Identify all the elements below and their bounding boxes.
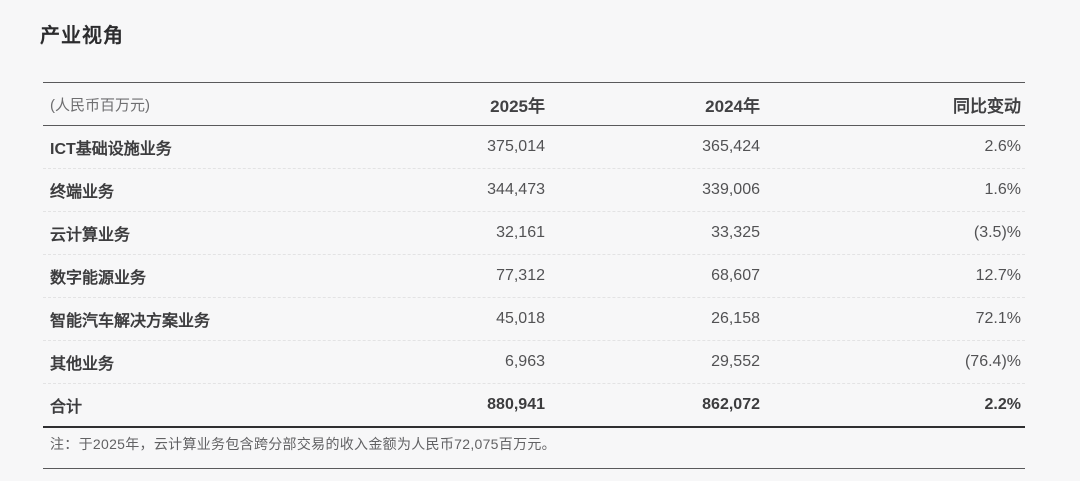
total-value-2024: 862,072: [702, 396, 760, 413]
segment-label: 数字能源业务: [50, 270, 147, 287]
value-2025: 45,018: [496, 310, 545, 327]
value-2024: 33,325: [711, 224, 760, 241]
value-yoy-change: 1.6%: [984, 181, 1021, 198]
segment-table: (人民币百万元) 2025年 2024年 同比变动 ICT基础设施业务 375,…: [43, 82, 1025, 428]
column-header-2024: 2024年: [705, 96, 760, 116]
value-yoy-change: (76.4)%: [964, 353, 1021, 370]
segment-label: 智能汽车解决方案业务: [50, 313, 211, 330]
table-row: 云计算业务 32,161 33,325 (3.5)%: [43, 211, 1025, 254]
segment-label: 云计算业务: [50, 227, 131, 244]
column-header-2025: 2025年: [490, 96, 545, 116]
value-2024: 339,006: [702, 181, 760, 198]
value-2024: 26,158: [711, 310, 760, 327]
value-yoy-change: 12.7%: [975, 267, 1021, 284]
value-yoy-change: 72.1%: [975, 310, 1021, 327]
footnote-section: 注：于2025年，云计算业务包含跨分部交易的收入金额为人民币72,075百万元。: [43, 421, 1025, 469]
value-2025: 6,963: [504, 353, 545, 370]
segment-label: 其他业务: [50, 356, 115, 373]
value-2024: 68,607: [711, 267, 760, 284]
value-2024: 29,552: [711, 353, 760, 370]
value-yoy-change: 2.6%: [984, 138, 1021, 155]
table-row: 数字能源业务 77,312 68,607 12.7%: [43, 254, 1025, 297]
total-value-yoy-change: 2.2%: [984, 396, 1021, 413]
value-2025: 344,473: [487, 181, 545, 198]
segment-label: 终端业务: [50, 184, 115, 201]
table-row: 终端业务 344,473 339,006 1.6%: [43, 168, 1025, 211]
footnote-text: 注：于2025年，云计算业务包含跨分部交易的收入金额为人民币72,075百万元。: [50, 436, 556, 452]
value-2025: 77,312: [496, 267, 545, 284]
table-row: ICT基础设施业务 375,014 365,424 2.6%: [43, 126, 1025, 168]
value-2025: 375,014: [487, 138, 545, 155]
total-label: 合计: [50, 399, 83, 416]
segment-label: ICT基础设施业务: [50, 141, 172, 158]
table-row: 其他业务 6,963 29,552 (76.4)%: [43, 340, 1025, 383]
table-row: 智能汽车解决方案业务 45,018 26,158 72.1%: [43, 297, 1025, 340]
value-yoy-change: (3.5)%: [973, 224, 1021, 241]
table-total-row: 合计 880,941 862,072 2.2%: [43, 383, 1025, 428]
column-header-yoy: 同比变动: [953, 96, 1021, 116]
total-value-2025: 880,941: [487, 396, 545, 413]
page-title: 产业视角: [40, 25, 124, 47]
unit-label: (人民币百万元): [50, 96, 150, 114]
value-2025: 32,161: [496, 224, 545, 241]
table-header-row: (人民币百万元) 2025年 2024年 同比变动: [43, 82, 1025, 126]
value-2024: 365,424: [702, 138, 760, 155]
